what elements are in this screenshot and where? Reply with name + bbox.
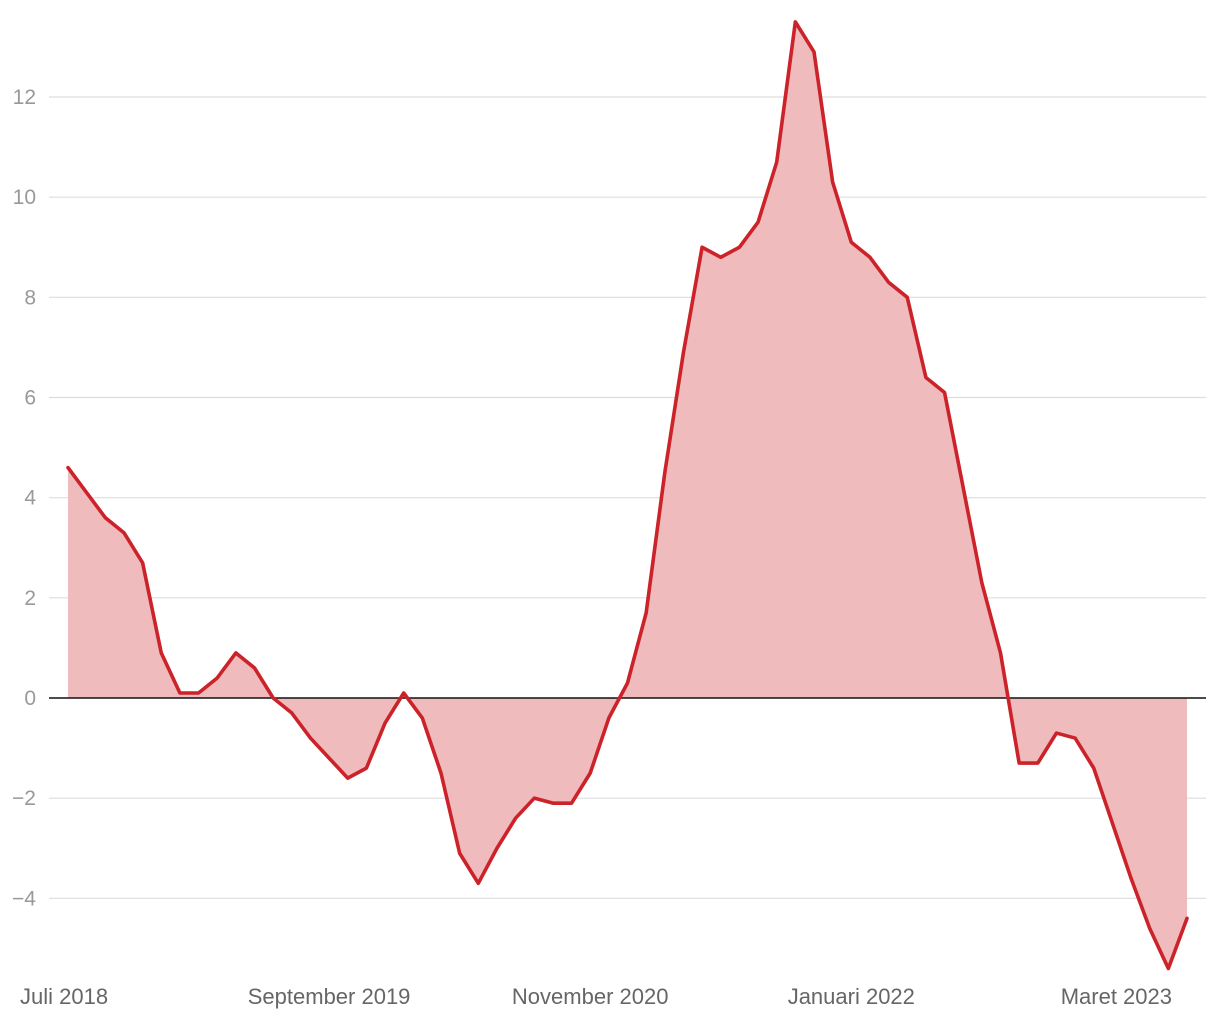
y-tick-label: −4 (12, 887, 36, 910)
y-tick-label: 2 (24, 587, 36, 610)
area-fill (68, 21, 1187, 969)
x-tick-label: September 2019 (248, 984, 411, 1009)
grid-lines (49, 96, 1206, 899)
y-tick-label: 8 (24, 286, 36, 309)
y-tick-label: 0 (24, 687, 36, 710)
series-line-group (66, 20, 1189, 971)
x-axis-labels: Juli 2018 September 2019 November 2020 Janu… (20, 984, 1172, 1009)
y-tick-label: 4 (24, 487, 36, 510)
series-line (66, 20, 1189, 971)
area-fill-group (68, 21, 1187, 969)
x-tick-label: Maret 2023 (1061, 984, 1172, 1009)
x-tick-label: Januari 2022 (788, 984, 915, 1009)
y-tick-label: 6 (24, 387, 36, 410)
y-tick-label: 12 (13, 86, 36, 109)
y-axis-labels: 12 10 8 6 4 2 0 −2 −4 (12, 86, 36, 910)
x-tick-label: Juli 2018 (20, 984, 108, 1009)
y-tick-label: −2 (12, 787, 36, 810)
y-tick-label: 10 (13, 186, 36, 209)
x-tick-label: November 2020 (512, 984, 669, 1009)
